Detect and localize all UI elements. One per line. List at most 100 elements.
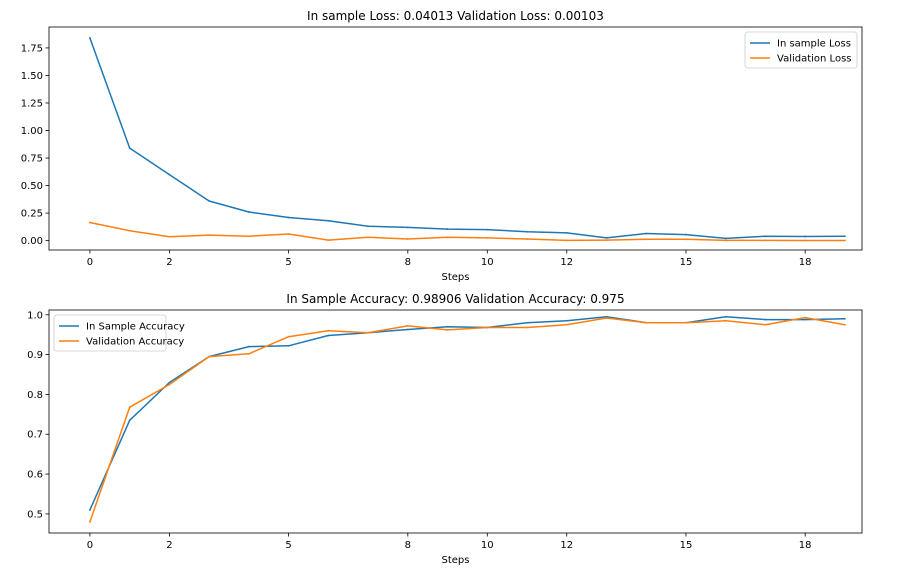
data-point xyxy=(287,344,290,347)
data-point xyxy=(605,239,608,241)
data-point xyxy=(208,355,211,358)
data-point xyxy=(406,238,409,240)
data-point xyxy=(446,329,449,331)
x-tick-label: 10 xyxy=(481,257,494,268)
x-tick-label: 0 xyxy=(87,257,93,268)
data-point xyxy=(89,221,91,224)
legend-box xyxy=(744,31,858,69)
data-point xyxy=(128,406,131,409)
data-point xyxy=(287,335,290,338)
axes-frame xyxy=(48,26,863,251)
data-point xyxy=(327,239,330,241)
data-point xyxy=(724,319,727,322)
chart-title: In sample Loss: 0.04013 Validation Loss:… xyxy=(307,9,604,23)
y-tick-label: 1.75 xyxy=(21,43,43,54)
x-tick-label: 5 xyxy=(285,540,291,551)
x-tick-label: 2 xyxy=(166,257,172,268)
chart-title: In Sample Accuracy: 0.98906 Validation A… xyxy=(286,292,624,306)
x-tick-label: 18 xyxy=(799,540,812,551)
data-point xyxy=(724,315,727,318)
y-tick-label: 0.75 xyxy=(21,154,43,165)
data-point xyxy=(844,235,846,238)
data-point xyxy=(565,232,568,234)
legend-box xyxy=(53,314,167,352)
data-point xyxy=(486,228,489,231)
data-point xyxy=(685,233,687,236)
data-point xyxy=(128,419,131,422)
data-point xyxy=(446,325,449,328)
x-tick-label: 15 xyxy=(680,257,693,268)
x-tick-label: 12 xyxy=(560,540,573,551)
data-point xyxy=(565,239,568,242)
data-point xyxy=(327,334,330,337)
y-tick-label: 0.8 xyxy=(27,390,43,401)
data-point xyxy=(645,238,648,241)
data-point xyxy=(724,237,727,240)
legend: In sample Loss Validation Loss xyxy=(744,31,858,69)
data-point xyxy=(287,233,290,235)
legend-label: Validation Accuracy xyxy=(86,337,184,348)
series-line-2 xyxy=(89,316,846,523)
y-tick-label: 0.50 xyxy=(21,181,43,192)
y-tick-label: 1.50 xyxy=(21,71,43,82)
data-point xyxy=(526,238,528,240)
x-tick-label: 5 xyxy=(285,257,291,268)
loss-chart: In sample Loss: 0.04013 Validation Loss:… xyxy=(21,9,863,283)
data-point xyxy=(406,226,409,229)
x-tick-label: 18 xyxy=(799,257,812,268)
data-point xyxy=(406,325,409,327)
axes-frame xyxy=(48,309,863,534)
x-tick-label: 0 xyxy=(87,540,93,551)
data-point xyxy=(724,239,727,242)
data-point xyxy=(645,321,648,324)
data-point xyxy=(526,326,528,329)
x-tick-label: 15 xyxy=(680,540,693,551)
accuracy-chart: In Sample Accuracy: 0.98906 Validation A… xyxy=(27,292,863,566)
data-point xyxy=(89,37,91,39)
data-point xyxy=(764,239,767,242)
data-point xyxy=(367,225,369,228)
data-point xyxy=(89,509,91,511)
data-point xyxy=(804,316,807,319)
data-point xyxy=(844,239,846,242)
legend-label: In sample Loss xyxy=(777,39,851,50)
data-point xyxy=(764,318,767,321)
series-line-1 xyxy=(89,316,846,511)
y-tick-label: 0.25 xyxy=(21,209,43,220)
data-point xyxy=(247,345,250,348)
data-point xyxy=(844,317,846,320)
legend-label: Validation Loss xyxy=(777,54,852,65)
legend: In Sample Accuracy Validation Accuracy xyxy=(53,314,185,352)
x-axis-label: Steps xyxy=(442,272,470,283)
data-point xyxy=(645,232,648,235)
data-point xyxy=(247,235,250,238)
x-tick-label: 2 xyxy=(166,540,172,551)
y-tick-label: 1.0 xyxy=(27,310,43,321)
legend-label: In Sample Accuracy xyxy=(86,322,185,333)
data-point xyxy=(804,235,807,238)
x-axis-label: Steps xyxy=(442,555,470,566)
data-point xyxy=(128,147,131,150)
data-point xyxy=(446,236,449,239)
data-point xyxy=(605,236,608,239)
data-point xyxy=(367,236,369,239)
data-point xyxy=(168,383,171,386)
data-point xyxy=(168,173,171,176)
y-tick-label: 0.6 xyxy=(27,470,43,481)
y-tick-label: 1.00 xyxy=(21,126,43,137)
data-point xyxy=(208,200,211,202)
data-point xyxy=(486,236,489,239)
data-point xyxy=(685,238,687,241)
data-point xyxy=(168,235,171,238)
data-point xyxy=(446,228,449,230)
x-tick-label: 8 xyxy=(405,540,411,551)
data-point xyxy=(89,520,91,523)
data-point xyxy=(526,230,528,233)
data-point xyxy=(764,235,767,238)
data-point xyxy=(367,331,369,334)
data-point xyxy=(605,317,608,319)
y-tick-label: 0.9 xyxy=(27,350,43,361)
x-tick-label: 10 xyxy=(481,540,494,551)
x-tick-label: 8 xyxy=(405,257,411,268)
